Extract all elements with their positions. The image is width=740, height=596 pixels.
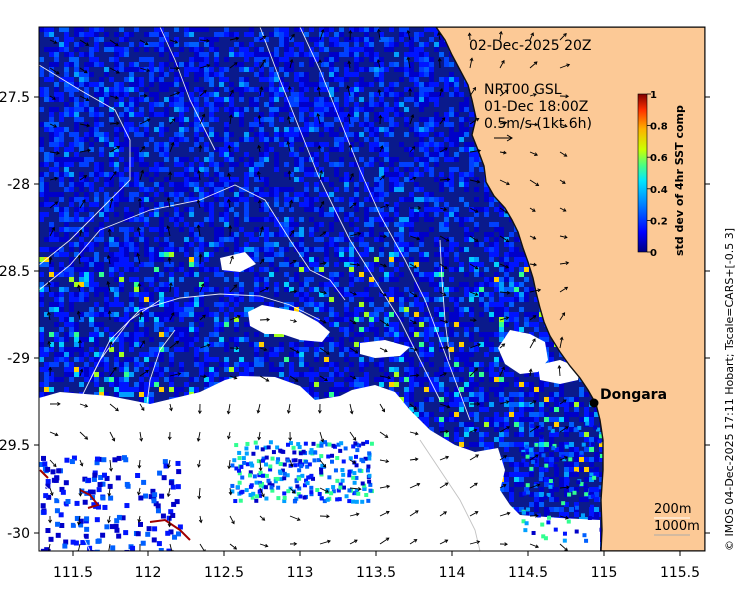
lon-tick-label: 114.5 <box>508 565 548 581</box>
colorbar-label: std dev of 4hr SST comp <box>673 105 686 256</box>
longitude-axis: 111.5 112 112.5 113 113.5 114 114.5 115 115.5 <box>53 551 700 581</box>
lat-tick-label: -29.5 <box>0 438 30 454</box>
colorbar-tick-label: 0.6 <box>650 153 668 164</box>
dongara-marker <box>590 399 599 408</box>
lon-tick-label: 112 <box>135 565 162 581</box>
colorbar-tick-label: 0.2 <box>650 216 668 227</box>
lat-tick-label: -27.5 <box>0 90 30 106</box>
colorbar-tick-label: 0.8 <box>650 122 668 133</box>
date-label: 02-Dec-2025 20Z <box>469 38 592 54</box>
lat-tick-label: -29 <box>7 351 30 367</box>
lon-tick-label: 115 <box>591 565 618 581</box>
lat-tick-label: -30 <box>7 526 30 542</box>
place-label-dongara: Dongara <box>600 387 667 403</box>
colorbar-tick-label: 1 <box>650 90 657 101</box>
scale-label: 0.5m/s (1kt 6h) <box>484 116 592 132</box>
lon-tick-label: 113 <box>287 565 314 581</box>
lat-tick-label: -28.5 <box>0 264 30 280</box>
current-time-label: 01-Dec 18:00Z <box>484 99 588 115</box>
colorbar <box>638 94 647 252</box>
lon-tick-label: 113.5 <box>356 565 396 581</box>
lon-tick-label: 112.5 <box>204 565 244 581</box>
colorbar-tick-label: 0 <box>650 248 657 259</box>
lon-tick-label: 111.5 <box>53 565 93 581</box>
credit-text: © IMOS 04-Dec-2025 17:11 Hobart; Tscale=… <box>723 228 736 551</box>
lon-tick-label: 115.5 <box>660 565 700 581</box>
depth-legend-200: 200m <box>654 502 691 517</box>
current-model-label: NRT00 GSL <box>484 82 562 98</box>
lat-tick-label: -28 <box>7 177 30 193</box>
depth-legend-1000: 1000m <box>654 519 700 534</box>
lon-tick-label: 114 <box>439 565 466 581</box>
colorbar-tick-label: 0.4 <box>650 185 668 196</box>
